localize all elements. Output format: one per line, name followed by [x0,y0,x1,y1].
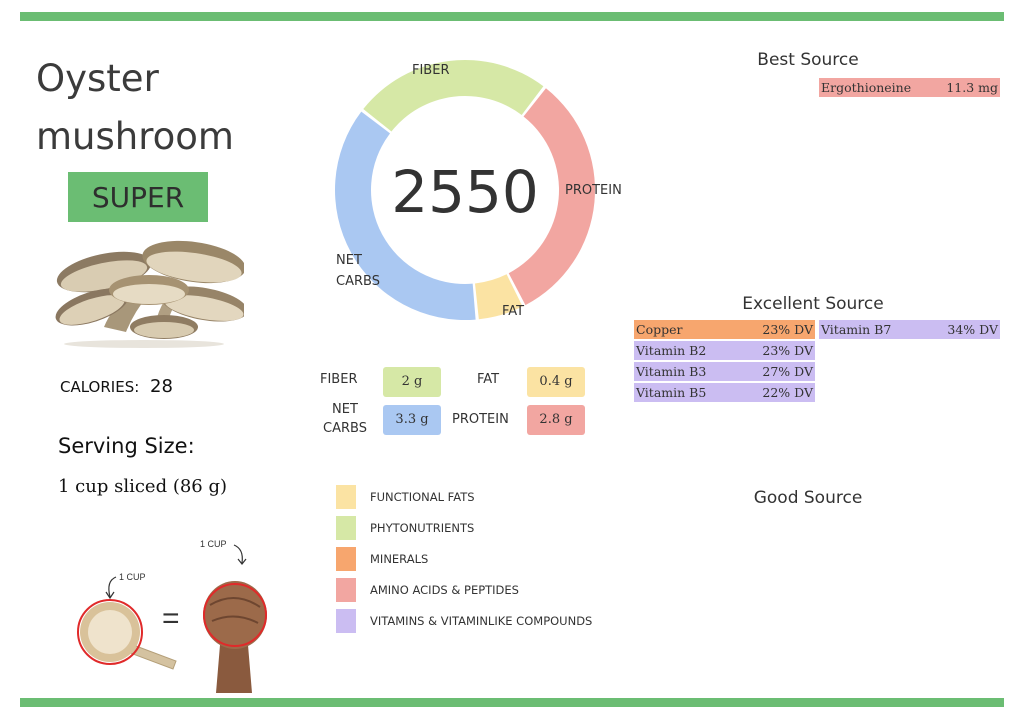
serving-size-value: 1 cup sliced (86 g) [58,476,228,497]
score-donut-chart [335,59,595,320]
legend-swatch [336,578,356,602]
nutrient-name: Vitamin B3 [636,364,707,379]
macro-protein-value: 2.8 g [527,405,585,435]
cup-label-left: 1 CUP [119,572,146,582]
nutrient-name: Ergothioneine [821,80,912,95]
legend-swatch [336,485,356,509]
nutrient-row: Vitamin B3 27% DV [634,362,815,381]
nutrient-name: Vitamin B5 [636,385,707,400]
legend-label: PHYTONUTRIENTS [370,521,475,535]
donut-segment-net-carbs [335,111,476,320]
serving-comparison-illustration: 1 CUP = 1 CUP [77,539,267,693]
macro-fat-value: 0.4 g [527,367,585,397]
donut-label-protein: PROTEIN [565,183,622,198]
equals-sign: = [162,602,180,635]
fist-icon [216,645,252,693]
title-line-2: mushroom [36,115,234,158]
legend-item: VITAMINS & VITAMINLIKE COMPOUNDS [336,609,592,633]
legend-label: VITAMINS & VITAMINLIKE COMPOUNDS [370,614,593,628]
nutrient-row: Copper 23% DV [634,320,815,339]
legend-item: PHYTONUTRIENTS [336,516,592,540]
nutrient-name: Vitamin B2 [636,343,707,358]
donut-label-fat: FAT [502,304,525,319]
legend-item: FUNCTIONAL FATS [336,485,592,509]
calories-value: 28 [150,376,173,397]
rating-badge: SUPER [68,172,208,222]
legend-swatch [336,609,356,633]
nutrient-name: Vitamin B7 [821,322,892,337]
legend: FUNCTIONAL FATS PHYTONUTRIENTS MINERALS AMI… [336,485,592,640]
nutrient-value: 23% DV [762,343,813,358]
calories: CALORIES: 28 [60,376,173,397]
legend-label: MINERALS [370,552,429,566]
macro-net-carbs-value: 3.3 g [383,405,441,435]
arrow-icon [108,576,117,598]
legend-label: AMINO ACIDS & PEPTIDES [370,583,519,597]
legend-label: FUNCTIONAL FATS [370,490,475,504]
donut-label-fiber: FIBER [412,63,450,78]
nutrient-row: Vitamin B2 23% DV [634,341,815,360]
donut-segment-fat [475,274,523,320]
excellent-source-heading: Excellent Source [742,294,884,314]
nutrient-row: Vitamin B7 34% DV [819,320,1000,339]
nutrient-value: 27% DV [762,364,813,379]
donut-segment-protein [508,88,595,306]
legend-swatch [336,516,356,540]
page-title: Oyster mushroom [36,50,234,166]
nutrient-value: 22% DV [762,385,813,400]
best-source-heading: Best Source [757,50,859,70]
bottom-border [20,698,1004,707]
nutrient-row: Ergothioneine 11.3 mg [819,78,1000,97]
legend-swatch [336,547,356,571]
arrow-icon [233,544,243,564]
cup-label-right: 1 CUP [200,539,227,549]
serving-size-heading: Serving Size: [58,434,195,458]
macro-fiber-value: 2 g [383,367,441,397]
macro-net-carbs-label-1: NET [332,402,358,417]
calories-label: CALORIES: [60,378,140,396]
donut-label-net-carbs: NET CARBS [336,250,396,292]
total-score: 2550 [391,158,539,226]
macro-net-carbs-label: NET CARBS [320,400,370,438]
macro-net-carbs-label-2: CARBS [323,421,367,436]
macro-fat-label: FAT [477,372,500,387]
nutrient-value: 34% DV [947,322,998,337]
good-source-heading: Good Source [753,488,863,508]
top-border [20,12,1004,21]
legend-item: AMINO ACIDS & PEPTIDES [336,578,592,602]
nutrient-value: 11.3 mg [946,80,998,95]
nutrient-row: Vitamin B5 22% DV [634,383,815,402]
legend-item: MINERALS [336,547,592,571]
macro-fiber-label: FIBER [320,372,358,387]
mushroom-image [55,240,244,348]
nutrient-name: Copper [636,322,683,337]
nutrient-value: 23% DV [762,322,813,337]
title-line-1: Oyster [36,57,159,100]
macro-protein-label: PROTEIN [452,412,509,427]
donut-label-net-carbs-text: NET CARBS [336,253,380,289]
donut-segment-fiber [363,59,544,132]
